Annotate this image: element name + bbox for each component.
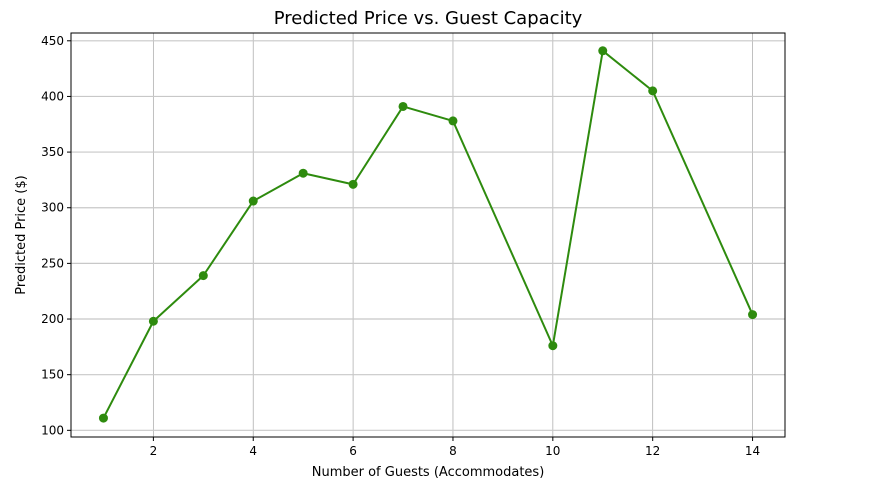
x-axis-label: Number of Guests (Accommodates) [312,465,545,480]
data-point [648,86,658,96]
series-line [102,49,754,419]
y-tick-label: 300 [41,201,64,215]
y-tick-label: 100 [41,423,64,437]
x-tick-label: 12 [645,444,660,458]
data-point [598,46,608,56]
data-point [548,341,558,351]
x-tick-label: 14 [745,444,760,458]
data-point [198,271,208,281]
y-tick-label: 150 [41,368,64,382]
x-tick-label: 6 [349,444,357,458]
x-tick-label: 10 [545,444,560,458]
plot-frame [70,32,786,438]
data-point [448,116,458,126]
series-layer [98,46,758,423]
x-tick-label: 8 [449,444,457,458]
x-tick-label: 4 [249,444,257,458]
data-point [298,168,308,178]
data-point [398,101,408,111]
y-tick-label: 400 [41,89,64,103]
axis-ticks: 2 4 6 8 10 12 14 100 150 200 250 300 350 400 450 [41,34,760,458]
chart-title: Predicted Price vs. Guest Capacity [274,8,583,29]
y-tick-label: 200 [41,312,64,326]
data-point [148,316,158,326]
y-tick-label: 250 [41,256,64,270]
data-point [348,179,358,189]
y-tick-label: 350 [41,145,64,159]
x-tick-label: 2 [150,444,158,458]
grid [71,33,785,437]
data-point [748,310,758,320]
data-point [98,413,108,423]
y-axis-label: Predicted Price ($) [14,175,29,294]
data-point [248,196,258,206]
y-tick-label: 450 [41,34,64,48]
